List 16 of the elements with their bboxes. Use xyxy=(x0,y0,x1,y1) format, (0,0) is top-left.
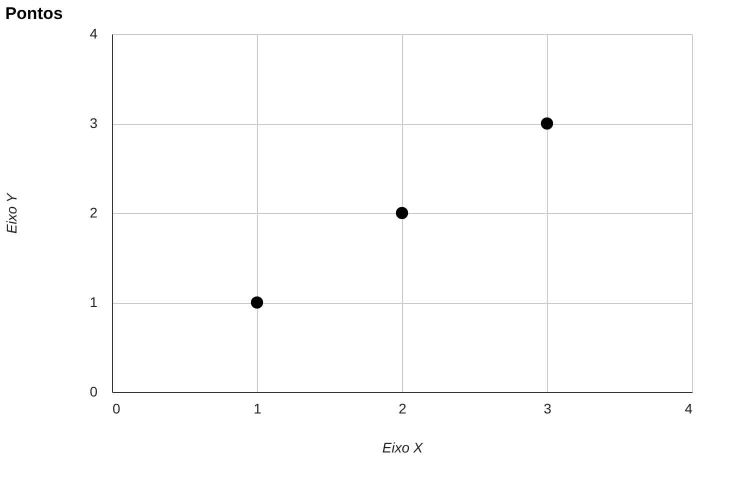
y-tick-label: 4 xyxy=(90,26,98,42)
y-tick-label: 3 xyxy=(90,115,98,131)
x-tick-label: 3 xyxy=(544,400,552,416)
y-tick-label: 1 xyxy=(90,294,98,310)
point xyxy=(250,296,264,309)
chart-title: Pontos xyxy=(5,4,63,23)
point xyxy=(396,206,408,220)
x-tick-label: 1 xyxy=(254,400,262,416)
y-axis-title: Eixo Y xyxy=(4,192,20,234)
x-tick-label: 0 xyxy=(112,400,120,416)
x-tick-label: 2 xyxy=(398,400,407,416)
x-tick-label: 4 xyxy=(684,400,693,416)
x-axis-title: Eixo X xyxy=(382,440,424,456)
y-tick-label: 0 xyxy=(90,384,98,400)
y-tick-label: 2 xyxy=(90,204,98,220)
point xyxy=(540,117,554,130)
